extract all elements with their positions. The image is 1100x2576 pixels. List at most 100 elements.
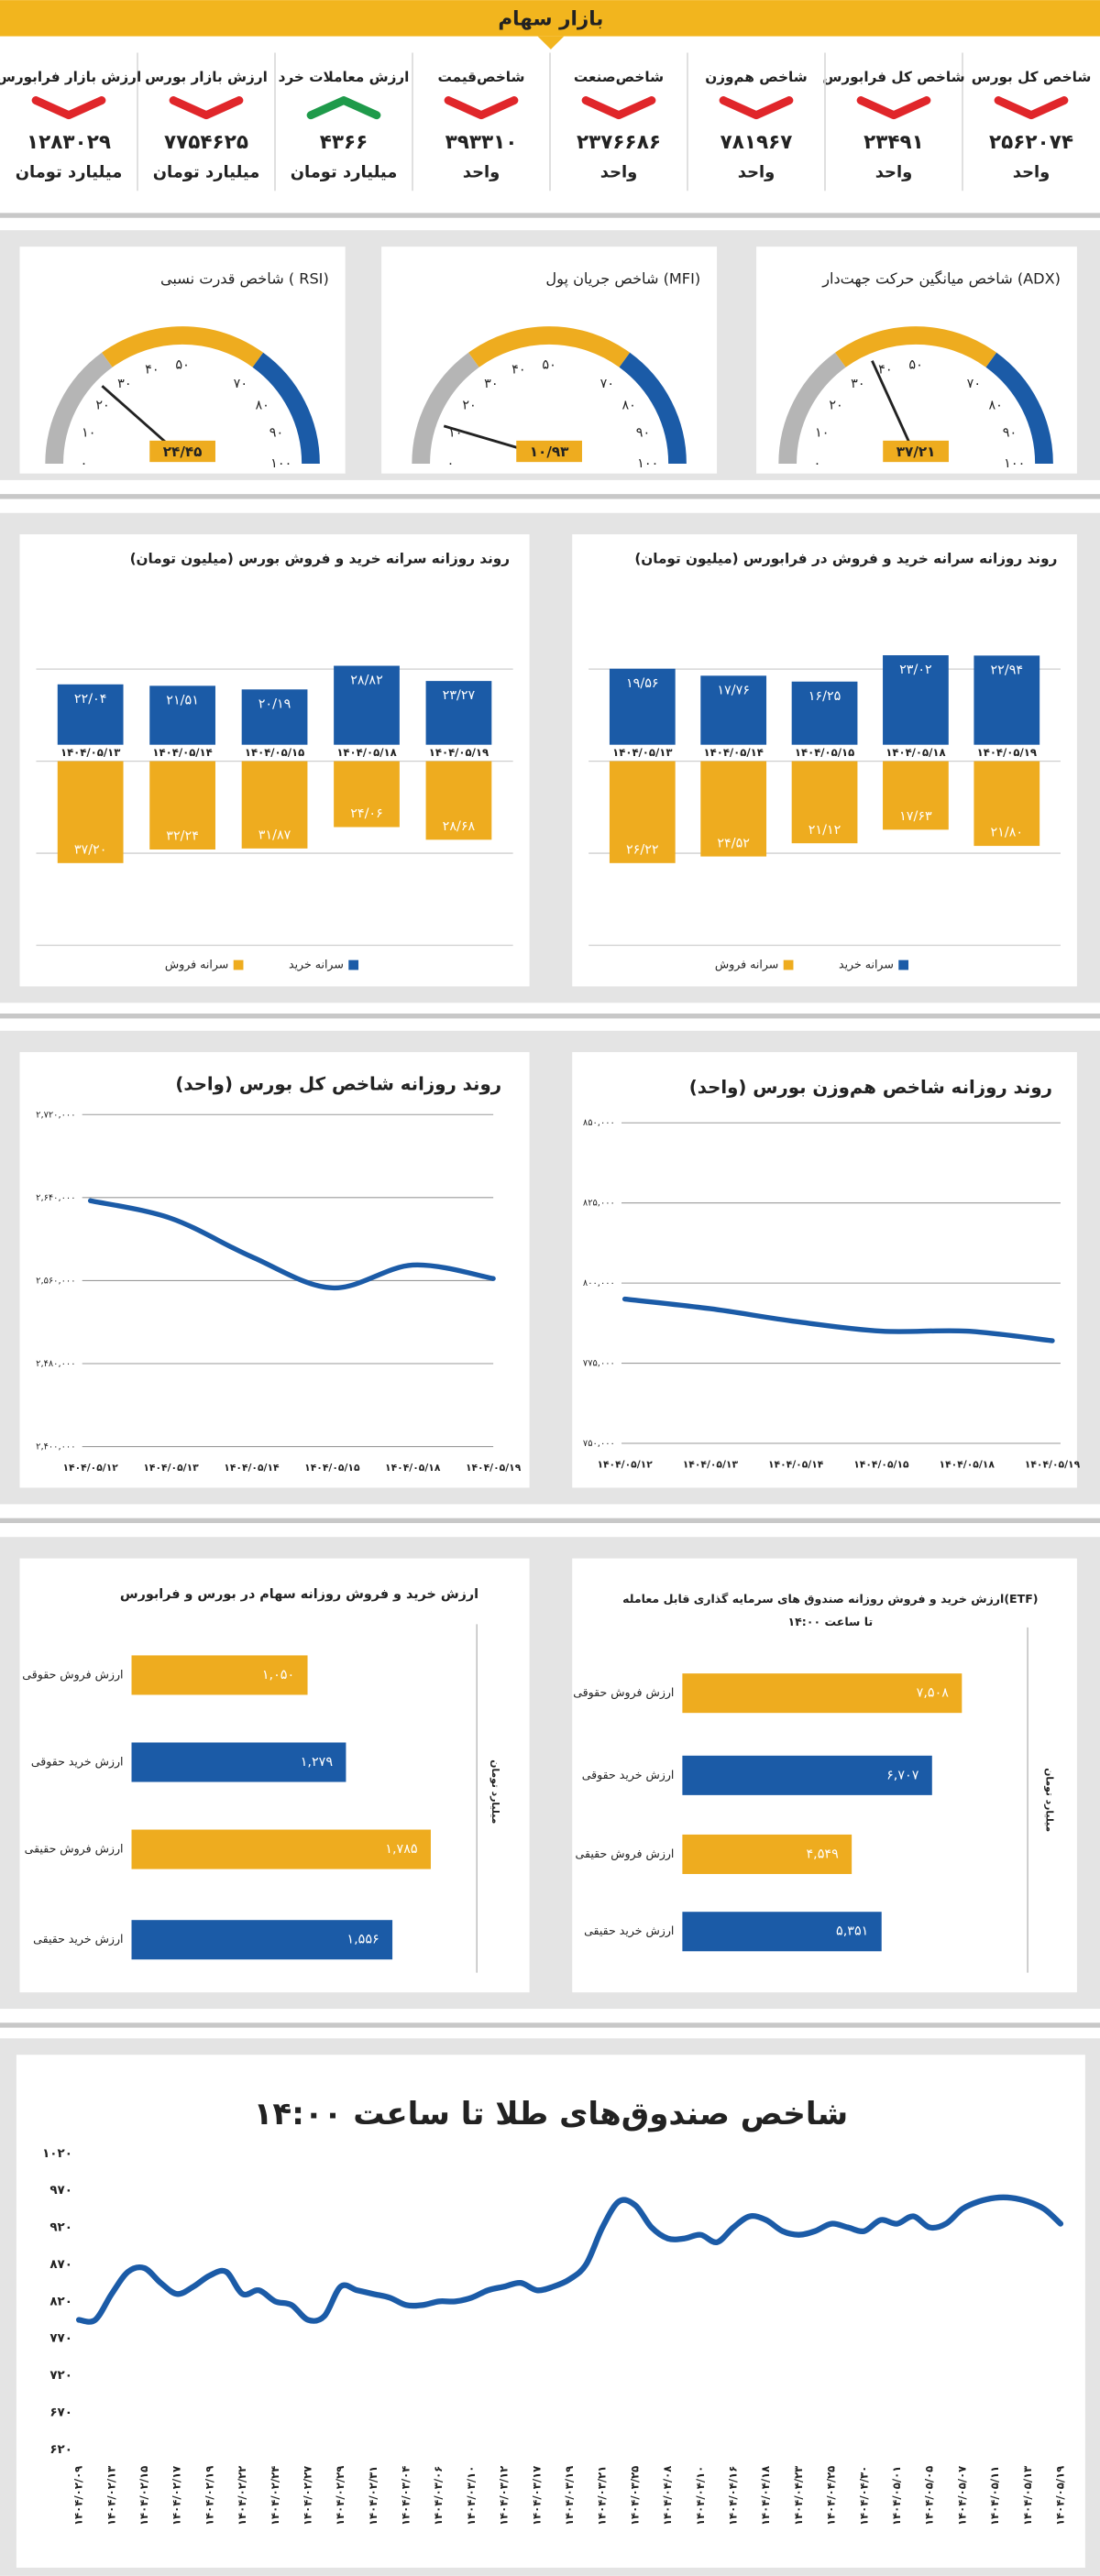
stat-label: شاخص‌صنعت xyxy=(574,69,664,85)
bar xyxy=(334,761,400,828)
y-tick-label: ۲,۷۲۰,۰۰۰ xyxy=(36,1110,75,1120)
gauge-tick-label: ۷۰ xyxy=(234,377,248,391)
stat-value: ۷۸۱۹۶۷ xyxy=(720,131,793,154)
trend-arrow xyxy=(994,96,1069,120)
trend-arrow xyxy=(719,96,794,120)
gauge-tick-label: ۴۰ xyxy=(878,363,892,378)
bar xyxy=(791,761,858,844)
x-tick-label: ۱۴۰۴/۰۴/۳۰ xyxy=(857,2466,870,2526)
bar-value-label: ۱۶/۲۵ xyxy=(808,689,842,704)
stat-value: ۳۹۳۳۱۰ xyxy=(446,131,518,154)
x-tick-label: ۱۴۰۴/۰۵/۱۲ xyxy=(597,1458,653,1470)
x-tick-label: ۱۴۰۴/۰۵/۱۱ xyxy=(988,2466,1001,2526)
y-tick-label: ۷۲۰ xyxy=(50,2369,72,2383)
y-tick-label: ۸۲۵,۰۰۰ xyxy=(583,1199,615,1209)
y-tick-label: ۱۰۲۰ xyxy=(42,2147,72,2161)
x-tick-label: ۱۴۰۴/۰۵/۱۸ xyxy=(940,1458,996,1470)
bar xyxy=(131,1920,393,1960)
axis-label: میلیارد تومان xyxy=(490,1759,501,1824)
gauge-tick-label: ۸۰ xyxy=(622,399,635,413)
trend-arrow xyxy=(856,96,931,120)
x-tick-label: ۱۴۰۴/۰۵/۱۹ xyxy=(429,746,489,759)
x-tick-label: ۱۴۰۴/۰۵/۱۸ xyxy=(385,1462,441,1474)
bar xyxy=(149,685,215,745)
x-tick-label: ۱۴۰۴/۰۲/۲۴ xyxy=(269,2466,281,2526)
x-tick-label: ۱۴۰۴/۰۲/۳۱ xyxy=(367,2466,380,2526)
category-label: ارزش فروش حقوقی xyxy=(22,1667,123,1682)
gauge-tick-label: ۰ xyxy=(814,456,821,471)
bar xyxy=(682,1673,962,1714)
x-tick-label: ۱۴۰۴/۰۵/۱۳ xyxy=(143,1462,199,1474)
stat-value: ۷۷۵۴۶۲۵ xyxy=(164,131,248,154)
stat-value: ۴۳۶۶ xyxy=(320,131,368,154)
y-tick-label: ۶۲۰ xyxy=(50,2443,72,2457)
header-notch xyxy=(537,36,565,49)
legend-label: سرانه خرید xyxy=(839,958,894,972)
x-tick-label: ۱۴۰۴/۰۴/۱۸ xyxy=(759,2466,772,2526)
bar xyxy=(609,668,676,745)
gauge-value: ۱۰/۹۳ xyxy=(530,444,569,460)
chart-title: روند روزانه سرانه خرید و فروش در فرابورس… xyxy=(634,550,1057,566)
bar xyxy=(700,761,767,857)
x-tick-label: ۱۴۰۴/۰۳/۰۶ xyxy=(432,2466,445,2526)
value-box xyxy=(516,440,582,463)
gauge-tick-label: ۱۰ xyxy=(815,426,829,441)
category-label: ارزش فروش حقیقی xyxy=(576,1847,675,1861)
x-tick-label: ۱۴۰۴/۰۵/۱۵ xyxy=(245,746,304,759)
card xyxy=(572,534,1077,987)
gauge-tick-label: ۲۰ xyxy=(95,399,109,413)
bar-value-label: ۲۰/۱۹ xyxy=(258,696,292,711)
gauge-tick-label: ۹۰ xyxy=(1003,426,1017,441)
x-tick-label: ۱۴۰۴/۰۲/۲۲ xyxy=(236,2466,248,2526)
bar-value-label: ۲۴/۵۲ xyxy=(717,836,750,850)
gauge-band xyxy=(468,326,631,367)
bar-value-label: ۱,۲۷۹ xyxy=(301,1755,334,1770)
gauge-tick-label: ۱۰۰ xyxy=(637,456,658,471)
x-tick-label: ۱۴۰۴/۰۵/۱۴ xyxy=(768,1458,824,1470)
gauge-title: شاخص قدرت نسبی ( RSI) xyxy=(160,270,329,289)
y-tick-label: ۸۵۰,۰۰۰ xyxy=(583,1118,615,1128)
x-tick-label: ۱۴۰۴/۰۵/۱۵ xyxy=(304,1462,360,1474)
bar-value-label: ۲۱/۸۰ xyxy=(990,826,1023,840)
trend-arrow xyxy=(169,96,244,120)
bar-value-label: ۲۳/۰۲ xyxy=(899,663,932,677)
gauge-tick-label: ۵۰ xyxy=(542,357,556,372)
legend-swatch xyxy=(783,959,794,970)
x-tick-label: ۱۴۰۴/۰۳/۲۱ xyxy=(596,2466,609,2526)
bar xyxy=(131,1829,431,1869)
x-tick-label: ۱۴۰۴/۰۲/۱۹ xyxy=(203,2466,215,2526)
stat-label: شاخص کل فرابورس xyxy=(822,69,964,85)
x-tick-label: ۱۴۰۴/۰۵/۱۸ xyxy=(886,746,945,759)
bar-value-label: ۲۱/۵۱ xyxy=(166,694,199,708)
gauge-band xyxy=(412,352,479,465)
x-tick-label: ۱۴۰۴/۰۴/۲۵ xyxy=(825,2466,838,2526)
chart-title: روند روزانه سرانه خرید و فروش بورس (میلی… xyxy=(130,550,510,566)
gauge-tick-label: ۵۰ xyxy=(908,357,922,372)
bar-value-label: ۵,۳۵۱ xyxy=(836,1924,868,1939)
y-tick-label: ۹۲۰ xyxy=(50,2221,72,2235)
bar xyxy=(57,761,124,863)
bar xyxy=(425,681,492,745)
bar xyxy=(700,675,767,745)
gauge-tick-label: ۹۰ xyxy=(636,426,650,441)
x-tick-label: ۱۴۰۴/۰۵/۰۵ xyxy=(923,2466,936,2526)
x-tick-label: ۱۴۰۴/۰۴/۱۰ xyxy=(694,2466,707,2526)
x-tick-label: ۱۴۰۴/۰۵/۱۴ xyxy=(704,746,764,759)
x-tick-label: ۱۴۰۴/۰۵/۱۹ xyxy=(1025,1458,1081,1470)
card xyxy=(19,534,530,987)
bar-value-label: ۲۸/۸۲ xyxy=(350,674,383,688)
chart-title: ارزش خرید و فروش روزانه صندوق های سرمایه… xyxy=(622,1592,1038,1606)
x-tick-label: ۱۴۰۴/۰۵/۱۴ xyxy=(152,746,212,759)
bar xyxy=(131,1742,346,1782)
x-tick-label: ۱۴۰۴/۰۲/۱۵ xyxy=(138,2466,150,2526)
x-tick-label: ۱۴۰۴/۰۴/۲۳ xyxy=(792,2466,805,2526)
legend-swatch xyxy=(898,959,909,970)
bar-value-label: ۶,۷۰۷ xyxy=(886,1768,919,1782)
y-tick-label: ۲,۴۰۰,۰۰۰ xyxy=(36,1442,75,1452)
x-tick-label: ۱۴۰۴/۰۵/۰۷ xyxy=(955,2466,968,2526)
legend-swatch xyxy=(348,959,359,970)
bar xyxy=(682,1912,882,1952)
category-label: ارزش خرید حقیقی xyxy=(33,1932,123,1946)
bar xyxy=(791,681,858,745)
